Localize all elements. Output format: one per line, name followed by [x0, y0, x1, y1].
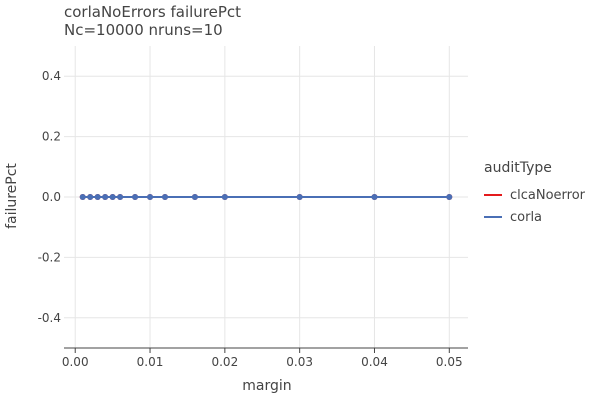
grid [64, 46, 468, 348]
x-tick-label: 0.05 [436, 355, 463, 369]
data-point-corla[interactable] [446, 194, 453, 200]
chart-subtitle: Nc=10000 nruns=10 [64, 21, 223, 39]
y-tick-label: 0.4 [42, 69, 61, 83]
axes: 0.00 0.01 0.02 0.03 0.04 0.05 0.4 0.2 0.0 -0.2 -0.… [38, 69, 468, 369]
data-point-corla[interactable] [132, 194, 139, 200]
y-tick-label: 0.0 [42, 190, 61, 204]
data-point-corla[interactable] [117, 194, 124, 200]
legend-label-corla: corla [510, 209, 543, 225]
x-tick-label: 0.03 [286, 355, 313, 369]
legend: auditType clcaNoerror corla [484, 160, 585, 228]
data-point-corla[interactable] [79, 194, 86, 200]
data-point-corla[interactable] [296, 194, 303, 200]
data-point-corla[interactable] [94, 194, 101, 200]
data-point-corla[interactable] [162, 194, 168, 200]
data-point-corla[interactable] [191, 194, 198, 200]
legend-title: auditType [484, 160, 552, 176]
x-tick-label: 0.00 [62, 355, 89, 369]
y-tick-label: -0.4 [38, 311, 61, 325]
data-point-corla[interactable] [147, 194, 154, 200]
data-point-corla[interactable] [87, 194, 94, 200]
y-tick-label: 0.2 [42, 130, 61, 144]
data-point-corla[interactable] [221, 194, 228, 200]
y-tick-label: -0.2 [38, 250, 61, 264]
x-axis-label: margin [242, 378, 292, 394]
legend-swatch-corla [484, 216, 502, 218]
series-layer [79, 194, 453, 200]
x-tick-label: 0.02 [211, 355, 238, 369]
x-tick-label: 0.04 [361, 355, 388, 369]
legend-swatch-clcanoerror [484, 194, 502, 196]
legend-item-clcanoerror[interactable]: clcaNoerror [484, 184, 585, 206]
data-point-corla[interactable] [371, 194, 378, 200]
y-axis-label: failurePct [4, 163, 20, 229]
data-point-corla[interactable] [109, 194, 116, 200]
x-tick-label: 0.01 [137, 355, 164, 369]
chart-title: corlaNoErrors failurePct [64, 3, 242, 21]
legend-label-clcanoerror: clcaNoerror [510, 187, 586, 203]
legend-item-corla[interactable]: corla [484, 206, 585, 228]
data-point-corla[interactable] [102, 194, 109, 200]
